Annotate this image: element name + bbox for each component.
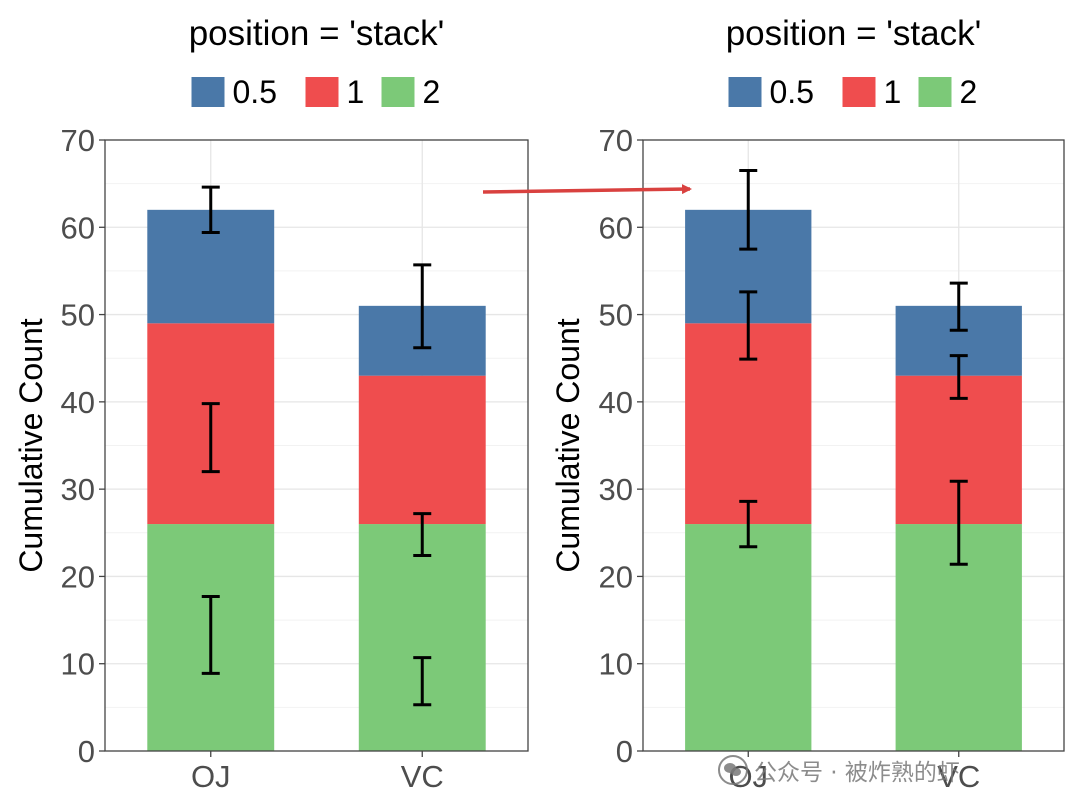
bar-OJ-series-2 bbox=[685, 524, 812, 751]
x-tick-label-OJ: OJ bbox=[728, 759, 768, 794]
plot-border bbox=[642, 139, 1065, 752]
legend-label-2: 2 bbox=[960, 74, 978, 110]
error-bar-OJ-series-2 bbox=[739, 499, 758, 549]
error-bar-VC-series-0_5 bbox=[413, 263, 432, 350]
y-tick-label: 70 bbox=[61, 123, 95, 158]
x-tick-label-VC: VC bbox=[937, 759, 980, 794]
plot-border bbox=[104, 139, 529, 752]
x-tick-label-OJ: OJ bbox=[191, 759, 231, 794]
y-tick-label: 0 bbox=[78, 734, 95, 769]
y-tick-label: 40 bbox=[61, 385, 95, 420]
error-bar-OJ-series-2 bbox=[201, 595, 220, 675]
legend-label-1: 1 bbox=[884, 74, 902, 110]
error-bar-OJ-series-1 bbox=[739, 290, 758, 361]
y-tick-label: 40 bbox=[599, 385, 633, 420]
error-bar-VC-series-1 bbox=[413, 512, 432, 557]
legend-swatch-2 bbox=[918, 77, 952, 107]
y-tick-label: 20 bbox=[599, 559, 633, 594]
watermark-text: 公众号 · 被炸熟的虾 bbox=[754, 760, 960, 786]
y-tick-label: 30 bbox=[599, 472, 633, 507]
wechat-icon bbox=[718, 755, 748, 785]
y-tick-label: 50 bbox=[599, 298, 633, 333]
legend-swatch-2 bbox=[381, 77, 415, 107]
error-bar-VC-series-2 bbox=[413, 656, 432, 707]
error-bar-VC-series-1 bbox=[949, 354, 968, 400]
chart-panel-left: position = 'stack'0.5 1 2010203040506070OJ… bbox=[13, 14, 529, 794]
error-bar-OJ-series-0_5 bbox=[201, 185, 220, 235]
y-tick-label: 50 bbox=[61, 298, 95, 333]
legend-label-1: 1 bbox=[347, 74, 365, 110]
transition-arrow bbox=[482, 184, 692, 195]
error-bar-OJ-series-1 bbox=[201, 402, 220, 474]
legend-label-0_5: 0.5 bbox=[770, 74, 814, 110]
y-tick-label: 30 bbox=[61, 472, 95, 507]
y-axis-label: Cumulative Count bbox=[550, 318, 586, 572]
y-tick-label: 0 bbox=[616, 734, 633, 769]
legend-label-2: 2 bbox=[423, 74, 441, 110]
legend-label-0_5: 0.5 bbox=[233, 74, 277, 110]
chart-title: position = 'stack' bbox=[189, 14, 445, 53]
y-tick-label: 10 bbox=[599, 647, 633, 682]
legend-swatch-1 bbox=[305, 77, 339, 107]
watermark: 公众号 · 被炸熟的虾 bbox=[718, 752, 960, 788]
y-tick-label: 20 bbox=[61, 559, 95, 594]
legend-swatch-1 bbox=[842, 77, 876, 107]
y-axis-label: Cumulative Count bbox=[13, 318, 49, 572]
legend-swatch-0_5 bbox=[728, 77, 762, 107]
chart-panel-right: position = 'stack'0.5 1 2010203040506070OJ… bbox=[550, 14, 1065, 794]
y-tick-label: 60 bbox=[599, 210, 633, 245]
error-bar-VC-series-0_5 bbox=[949, 281, 968, 332]
error-bar-OJ-series-0_5 bbox=[739, 169, 758, 251]
legend-swatch-0_5 bbox=[191, 77, 225, 107]
bar-VC-series-1 bbox=[358, 375, 486, 525]
x-tick-label-VC: VC bbox=[401, 759, 444, 794]
y-tick-label: 60 bbox=[61, 210, 95, 245]
chart-title: position = 'stack' bbox=[726, 14, 982, 53]
y-tick-label: 70 bbox=[599, 123, 633, 158]
y-tick-label: 10 bbox=[61, 647, 95, 682]
error-bar-VC-series-2 bbox=[949, 479, 968, 566]
bar-VC-series-2 bbox=[358, 524, 486, 751]
